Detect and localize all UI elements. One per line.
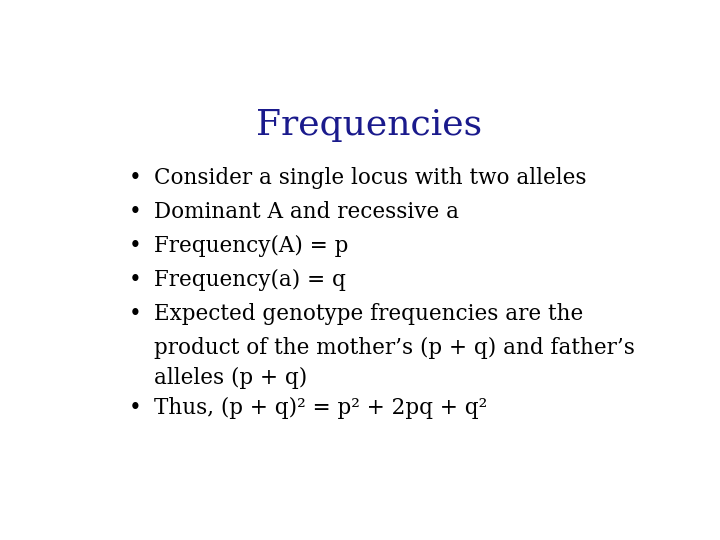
Text: •: • <box>129 235 142 257</box>
Text: •: • <box>129 397 142 419</box>
Text: alleles (p + q): alleles (p + q) <box>154 367 307 389</box>
Text: Frequency(a) = q: Frequency(a) = q <box>154 269 346 291</box>
Text: Dominant A and recessive a: Dominant A and recessive a <box>154 201 459 223</box>
Text: product of the mother’s (p + q) and father’s: product of the mother’s (p + q) and fath… <box>154 337 635 359</box>
Text: •: • <box>129 201 142 223</box>
Text: •: • <box>129 167 142 188</box>
Text: •: • <box>129 303 142 325</box>
Text: Frequencies: Frequencies <box>256 109 482 143</box>
Text: Frequency(A) = p: Frequency(A) = p <box>154 235 348 257</box>
Text: •: • <box>129 269 142 291</box>
Text: Consider a single locus with two alleles: Consider a single locus with two alleles <box>154 167 587 188</box>
Text: Thus, (p + q)² = p² + 2pq + q²: Thus, (p + q)² = p² + 2pq + q² <box>154 397 487 419</box>
Text: Expected genotype frequencies are the: Expected genotype frequencies are the <box>154 303 583 325</box>
